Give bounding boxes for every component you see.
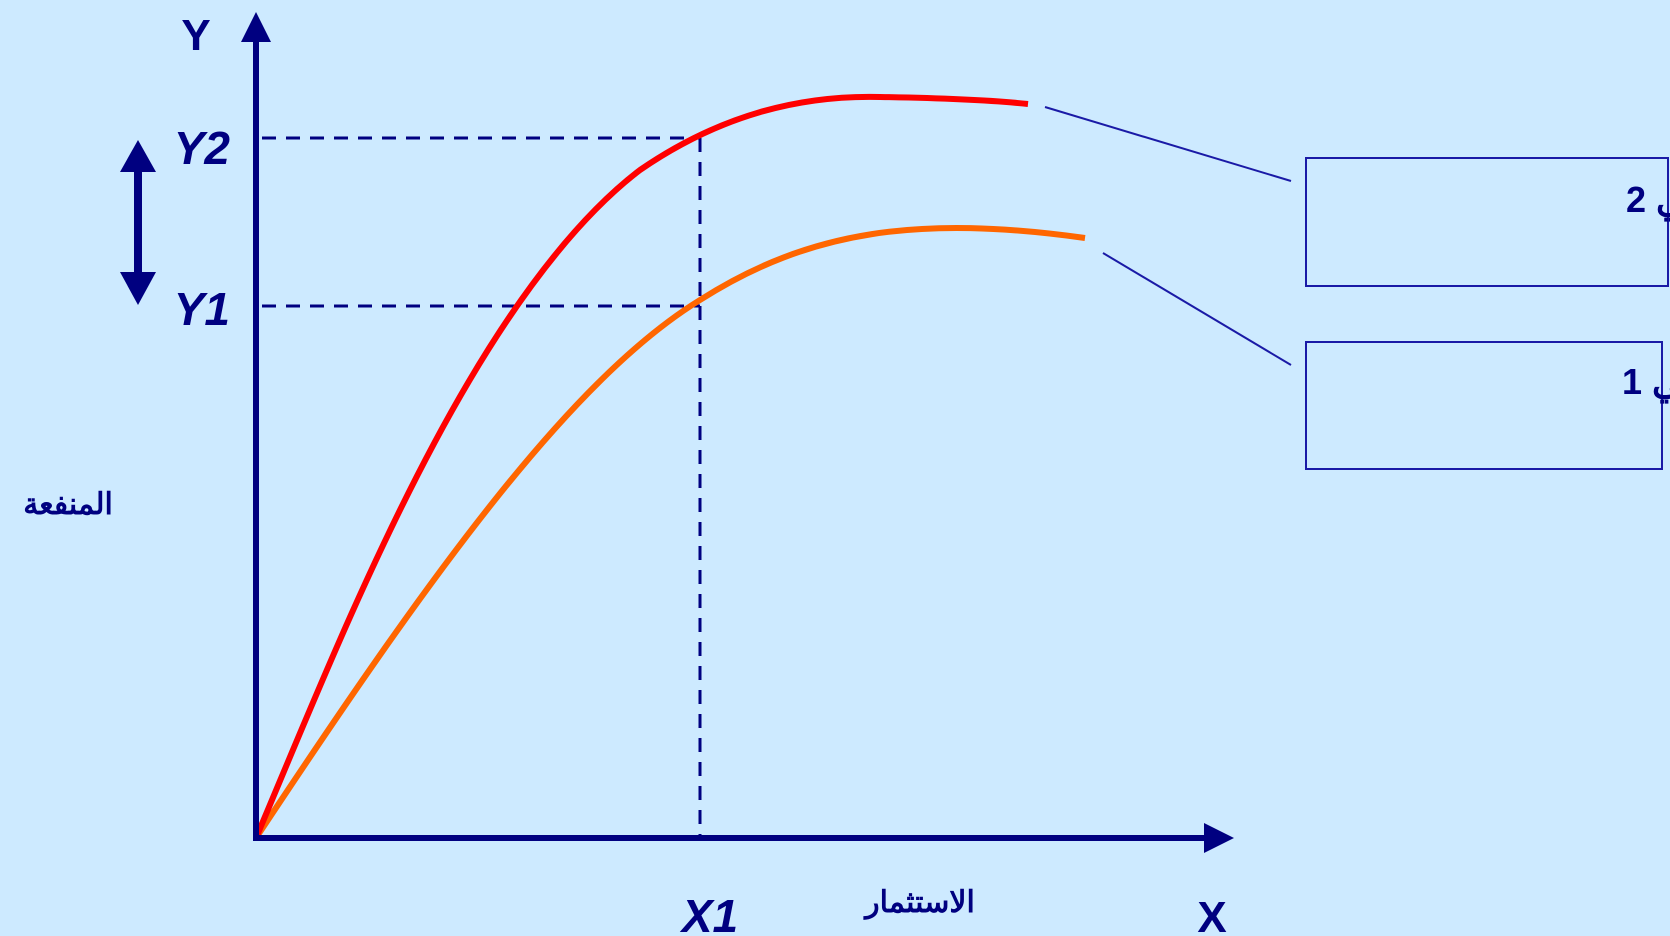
x1-tick-label: X1 [679, 890, 738, 936]
y2-tick-label: Y2 [174, 122, 231, 174]
legend-box-intervention-1: الإجراء التدخلي 1 [1305, 341, 1670, 470]
difference-double-arrow [120, 140, 156, 305]
legend-box-intervention-2: الإجراء التدخلي 2 [1305, 157, 1670, 287]
leader-line-intervention-2 [1044, 106, 1292, 182]
y-axis-title: المنفعة [23, 488, 113, 521]
x-axis-title: الاستثمار [863, 886, 975, 920]
y1-tick-label: Y1 [174, 283, 230, 335]
curve-intervention-2 [253, 93, 1029, 840]
curve-intervention-1 [253, 224, 1086, 840]
legend-label-intervention-2: الإجراء التدخلي 2 [1626, 179, 1670, 222]
legend-label-intervention-1: الإجراء التدخلي 1 [1622, 361, 1670, 404]
leader-line-intervention-1 [1102, 252, 1292, 366]
x-axis-letter: X [1197, 893, 1226, 936]
y-axis-letter: Y [181, 11, 210, 60]
